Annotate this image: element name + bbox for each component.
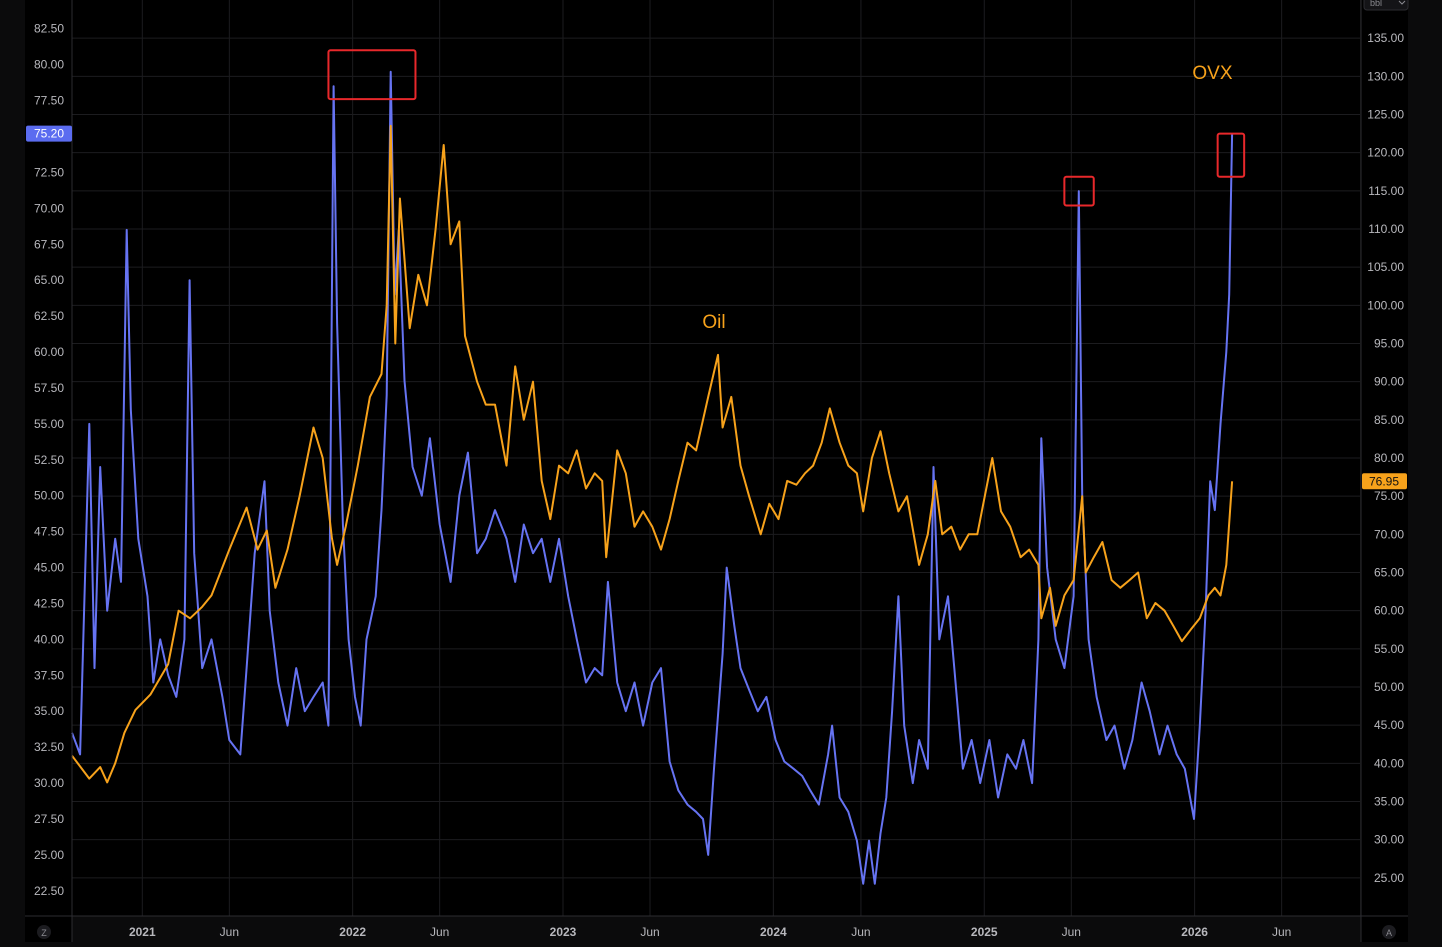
x-axis-tick-label: 2022 (339, 925, 366, 939)
series-line-ovx (71, 70, 1234, 885)
bottom-left-corner-button[interactable]: Z (37, 925, 51, 939)
right-axis-tick-label: 50.00 (1374, 680, 1404, 694)
right-axis-tick-label: 45.00 (1374, 718, 1404, 732)
right-axis-panel (1361, 0, 1408, 942)
right-axis-tick-label: 110.00 (1368, 222, 1404, 236)
x-axis-tick-label: 2023 (550, 925, 577, 939)
left-axis-tick-label: 72.50 (34, 165, 64, 179)
left-axis-tick-label: 37.50 (34, 668, 64, 682)
right-axis-tick-label: 90.00 (1374, 375, 1404, 389)
left-axis-tick-label: 32.50 (34, 740, 64, 754)
right-axis-tick-label: 135.00 (1367, 31, 1404, 45)
left-axis-tick-label: 47.50 (34, 525, 64, 539)
x-axis-tick-label: Jun (220, 925, 239, 939)
right-axis-tick-label: 30.00 (1374, 833, 1404, 847)
x-axis-tick-label: Jun (640, 925, 659, 939)
right-axis-tick-label: 55.00 (1374, 642, 1404, 656)
x-axis-tick-label: Jun (1272, 925, 1291, 939)
right-axis-tick-label: 125.00 (1367, 108, 1404, 122)
left-axis-tick-label: 52.50 (34, 453, 64, 467)
left-axis-tick-label: 40.00 (34, 632, 64, 646)
x-axis-tick-label: Jun (851, 925, 870, 939)
left-axis-tick-label: 25.00 (34, 848, 64, 862)
left-axis-tick-label: 30.00 (34, 776, 64, 790)
highlight-box (327, 49, 417, 101)
unit-label: bbl (1370, 0, 1382, 8)
right-axis-tick-label: 80.00 (1374, 451, 1404, 465)
x-axis-tick-label: Jun (1062, 925, 1081, 939)
chevron-down-icon (1398, 0, 1406, 5)
corner-label-left: Z (41, 928, 47, 938)
oil-last-value-text: 76.95 (1369, 474, 1399, 488)
oil-last-value-tag (1362, 473, 1407, 490)
right-axis-tick-label: 60.00 (1374, 604, 1404, 618)
ovx-last-value-tag (26, 125, 72, 142)
left-axis-tick-label: 57.50 (34, 381, 64, 395)
left-axis-tick-label: 42.50 (34, 596, 64, 610)
x-axis-tick-label: 2021 (129, 925, 156, 939)
left-axis-tick-label: 65.00 (34, 273, 64, 287)
x-axis-tick-label: 2026 (1181, 925, 1208, 939)
series-line-oil (71, 124, 1234, 784)
bottom-right-corner-button[interactable]: A (1382, 925, 1396, 939)
left-axis-tick-label: 27.50 (34, 812, 64, 826)
left-axis-tick-label: 22.50 (34, 884, 64, 898)
left-axis-tick-label: 55.00 (34, 417, 64, 431)
right-axis-tick-label: 65.00 (1374, 566, 1404, 580)
annotation-label-oil: Oil (702, 312, 725, 333)
left-axis-tick-label: 35.00 (34, 704, 64, 718)
annotation-layer: Oil OVX (327, 49, 1246, 333)
right-axis-tick-label: 95.00 (1374, 337, 1404, 351)
right-axis-tick-label: 70.00 (1374, 527, 1404, 541)
x-axis-tick-label: 2025 (971, 925, 998, 939)
ovx-last-value-text: 75.20 (34, 127, 64, 141)
series-layer (71, 70, 1234, 885)
right-axis-tick-label: 120.00 (1367, 146, 1404, 160)
right-axis-tick-label: 130.00 (1367, 69, 1404, 83)
left-axis-tick-label: 45.00 (34, 561, 64, 575)
right-axis-tick-label: 85.00 (1374, 413, 1404, 427)
left-axis-tick-label: 77.50 (34, 94, 64, 108)
highlight-box (1063, 175, 1095, 207)
right-axis-tick-label: 25.00 (1374, 871, 1404, 885)
highlight-box (1216, 132, 1246, 178)
grid (72, 0, 1360, 916)
x-axis-tick-label: 2024 (760, 925, 787, 939)
left-axis-tick-label: 80.00 (34, 58, 64, 72)
right-axis-tick-label: 105.00 (1367, 260, 1404, 274)
left-axis-tick-label: 60.00 (34, 345, 64, 359)
unit-selector[interactable]: bbl (1363, 0, 1409, 11)
right-axis-tick-label: 40.00 (1374, 756, 1404, 770)
right-axis-tick-label: 35.00 (1374, 795, 1404, 809)
axis-layer: 25.00 30.00 35.00 40.00 45.00 50.00 55.00 60.00… (25, 0, 1408, 942)
right-axis-tick-label: 100.00 (1367, 298, 1404, 312)
left-axis-tick-label: 70.00 (34, 201, 64, 215)
annotation-label-ovx: OVX (1192, 63, 1232, 84)
right-axis-tick-label: 115.00 (1368, 184, 1404, 198)
left-axis-tick-label: 67.50 (34, 237, 64, 251)
left-axis-tick-label: 62.50 (34, 309, 64, 323)
x-axis-tick-label: Jun (430, 925, 449, 939)
corner-label-right: A (1386, 928, 1392, 938)
left-axis-tick-label: 50.00 (34, 489, 64, 503)
left-axis-panel (25, 0, 72, 942)
right-axis-tick-label: 75.00 (1374, 489, 1404, 503)
left-axis-tick-label: 82.50 (34, 22, 64, 36)
